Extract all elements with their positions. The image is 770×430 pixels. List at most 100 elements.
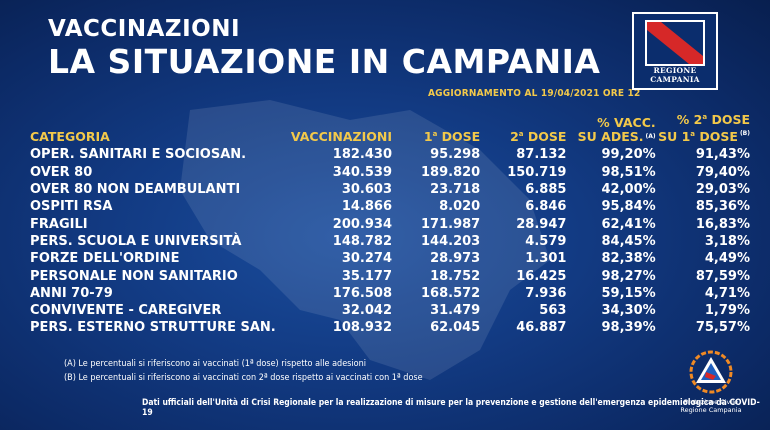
cell-vaccinazioni: 340.539 [332,164,393,180]
header-perc-seconda-line1b: DOSE [707,112,750,128]
cell-perc-seconda: 3,18% [704,233,750,249]
cell-categoria: OVER 80 NON DEAMBULANTI [30,182,241,198]
cell-prima-dose: 168.572 [421,285,481,301]
cell-categoria: FORZE DELL'ORDINE [30,251,180,267]
cell-seconda-dose: 6.885 [525,182,567,198]
source-note: Dati ufficiali dell'Unità di Crisi Regio… [142,398,760,418]
cell-perc-vacc: 62,41% [601,216,656,232]
cell-seconda-dose: 7.936 [525,285,567,301]
cell-prima-dose: 62.045 [430,320,481,336]
header-seconda-dose-num: 2 [510,129,519,145]
cell-categoria: PERS. ESTERNO STRUTTURE SAN. [30,320,276,336]
table-row: ANNI 70-79 176.508 168.572 7.936 59,15% … [30,285,750,302]
pc-line1: Protezione Civile [683,398,739,406]
cell-vaccinazioni: 148.782 [332,233,393,249]
protezione-civile-logo: Protezione Civile Regione Campania [676,350,746,422]
header-perc-seconda-line1: % 2 [676,112,703,128]
cell-prima-dose: 144.203 [421,233,481,249]
table-row: PERS. SCUOLA E UNIVERSITÀ 148.782 144.20… [30,233,750,250]
cell-vaccinazioni: 200.934 [332,216,393,232]
protezione-civile-emblem-icon [689,350,733,394]
cell-vaccinazioni: 182.430 [332,147,393,163]
cell-prima-dose: 18.752 [430,268,481,284]
update-timestamp: AGGIORNAMENTO AL 19/04/2021 ORE 12 [428,88,641,99]
cell-categoria: ANNI 70-79 [30,285,113,301]
cell-seconda-dose: 87.132 [516,147,567,163]
cell-prima-dose: 189.820 [421,164,481,180]
cell-perc-vacc: 34,30% [601,303,656,319]
cell-perc-seconda: 4,71% [704,285,750,301]
cell-categoria: FRAGILI [30,216,88,232]
header-prima-dose-text: DOSE [437,129,481,145]
table-row: OPER. SANITARI E SOCIOSAN. 182.430 95.29… [30,146,750,163]
pc-line2: Regione Campania [680,406,742,414]
header-perc-seconda-line2: SU 1 [658,129,691,145]
table-row: CONVIVENTE - CAREGIVER 32.042 31.479 563… [30,302,750,319]
table-row: OVER 80 NON DEAMBULANTI 30.603 23.718 6.… [30,181,750,198]
footnote-a: (A) Le percentuali si riferiscono ai vac… [64,359,366,369]
vaccination-table: CATEGORIA VACCINAZIONI 1a DOSE 2a DOSE %… [30,110,750,337]
cell-perc-seconda: 16,83% [695,216,750,232]
cell-perc-vacc: 82,38% [601,251,656,267]
header-prima-dose: 1a DOSE [392,110,480,146]
cell-categoria: PERSONALE NON SANITARIO [30,268,238,284]
page-title: LA SITUAZIONE IN CAMPANIA [48,42,601,81]
cell-vaccinazioni: 30.274 [341,251,393,267]
cell-perc-seconda: 91,43% [695,147,750,163]
cell-vaccinazioni: 14.866 [341,199,393,215]
footnotes: (A) Le percentuali si riferiscono ai vac… [64,357,423,385]
cell-perc-seconda: 4,49% [704,251,750,267]
cell-seconda-dose: 46.887 [516,320,567,336]
cell-seconda-dose: 28.947 [516,216,567,232]
cell-seconda-dose: 1.301 [525,251,567,267]
note-b-mark: (B) [739,130,750,138]
header-perc-seconda: % 2a DOSE SU 1a DOSE (B) [656,110,750,146]
header-seconda-dose-sup: a [518,130,524,139]
cell-perc-vacc: 95,84% [601,199,656,215]
cell-perc-vacc: 84,45% [601,233,656,249]
header-prima-dose-sup: a [432,130,438,139]
header-vaccinazioni: VACCINAZIONI [290,129,393,145]
cell-categoria: OSPITI RSA [30,199,113,215]
cell-prima-dose: 171.987 [421,216,481,232]
header-perc-seconda-line2b: DOSE [695,129,738,145]
cell-perc-seconda: 85,36% [695,199,750,215]
cell-perc-vacc: 42,00% [601,182,656,198]
coat-of-arms-icon [645,20,705,66]
cell-categoria: CONVIVENTE - CAREGIVER [30,303,222,319]
note-a-mark: (A) [645,133,656,141]
cell-perc-seconda: 75,57% [695,320,750,336]
cell-perc-vacc: 59,15% [601,285,656,301]
header-perc-vacc-line2: SU ADES. [577,129,644,145]
cell-perc-vacc: 99,20% [601,147,656,163]
cell-categoria: OVER 80 [30,164,93,180]
cell-categoria: PERS. SCUOLA E UNIVERSITÀ [30,233,242,249]
cell-categoria: OPER. SANITARI E SOCIOSAN. [30,147,247,163]
cell-seconda-dose: 16.425 [516,268,567,284]
header-perc-vacc-line1: % VACC. [597,115,656,131]
regione-campania-logo: REGIONE CAMPANIA [632,12,718,90]
header-prima-dose-num: 1 [423,129,433,145]
cell-perc-vacc: 98,27% [601,268,656,284]
table-row: PERSONALE NON SANITARIO 35.177 18.752 16… [30,267,750,284]
cell-seconda-dose: 4.579 [525,233,567,249]
cell-vaccinazioni: 108.932 [332,320,393,336]
table-row: OSPITI RSA 14.866 8.020 6.846 95,84% 85,… [30,198,750,215]
cell-seconda-dose: 6.846 [525,199,567,215]
header-perc-vacc: % VACC. SU ADES. (A) [566,110,656,146]
header-seconda-dose: 2a DOSE [480,110,566,146]
cell-perc-seconda: 87,59% [695,268,750,284]
table-row: PERS. ESTERNO STRUTTURE SAN. 108.932 62.… [30,319,750,336]
cell-vaccinazioni: 30.603 [341,182,393,198]
cell-seconda-dose: 563 [539,303,567,319]
header-seconda-dose-text: DOSE [523,129,567,145]
cell-prima-dose: 23.718 [430,182,481,198]
cell-perc-seconda: 29,03% [695,182,750,198]
cell-prima-dose: 8.020 [439,199,481,215]
cell-prima-dose: 28.973 [430,251,481,267]
cell-vaccinazioni: 35.177 [341,268,393,284]
cell-prima-dose: 95.298 [430,147,481,163]
cell-prima-dose: 31.479 [430,303,481,319]
table-body: OPER. SANITARI E SOCIOSAN. 182.430 95.29… [30,146,750,336]
header-categoria: CATEGORIA [30,129,110,145]
